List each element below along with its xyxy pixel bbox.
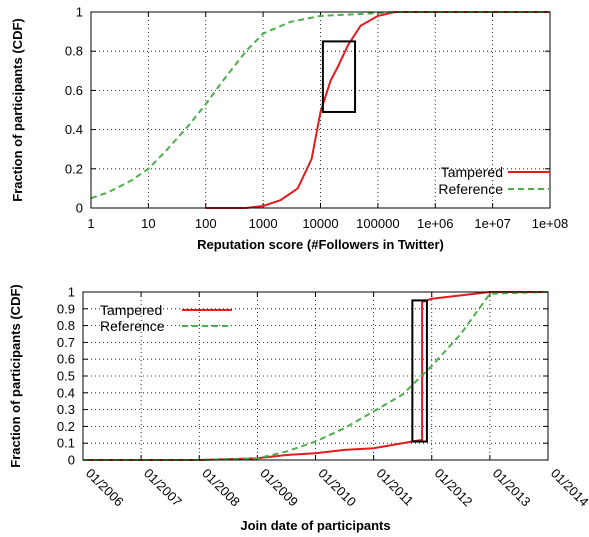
y-tick-label: 0.2 <box>65 161 83 176</box>
y-tick-label: 0.8 <box>65 44 83 59</box>
y-tick-label: 0.2 <box>57 419 75 434</box>
y-tick-label: 0.7 <box>57 335 75 350</box>
x-tick-label: 10 <box>141 216 155 231</box>
highlight-box <box>321 40 357 113</box>
y-tick-label: 0.8 <box>57 318 75 333</box>
series-line-reference <box>83 291 549 461</box>
y-axis-label: Fraction of participants (CDF) <box>10 18 25 201</box>
x-tick-label: 100 <box>195 216 217 231</box>
x-axis-label: Join date of participants <box>240 518 390 533</box>
x-tick-label: 01/2008 <box>199 466 243 510</box>
x-tick-label: 10000 <box>302 216 338 231</box>
y-tick-label: 0.1 <box>57 436 75 451</box>
y-tick-label: 1 <box>76 5 83 20</box>
y-axis-label: Fraction of participants (CDF) <box>8 284 23 467</box>
legend-label-reference: Reference <box>100 318 165 334</box>
x-tick-label: 01/2009 <box>257 466 301 510</box>
x-tick-label: 01/2010 <box>315 466 359 510</box>
x-tick-label: 1000 <box>249 216 278 231</box>
y-tick-label: 0.6 <box>65 83 83 98</box>
y-tick-label: 0.5 <box>57 369 75 384</box>
y-tick-label: 0 <box>76 201 83 216</box>
join-date-cdf-chart: 01/2006 01/2007 01/2008 01/2009 01/2010 01/20… <box>8 284 589 533</box>
x-tick-label: 01/2007 <box>141 466 185 510</box>
y-tick-label: 0.3 <box>57 402 75 417</box>
plot-frame <box>82 291 549 461</box>
y-tick-label: 0.6 <box>57 352 75 367</box>
y-tick-label: 0 <box>68 453 75 468</box>
legend-label-tampered: Tampered <box>100 302 162 318</box>
legend-label-tampered: Tampered <box>441 164 503 180</box>
y-tick-label: 0.4 <box>57 385 75 400</box>
x-tick-label: 01/2013 <box>490 466 534 510</box>
highlight-box <box>411 299 428 443</box>
y-tick-label: 0.9 <box>57 301 75 316</box>
x-tick-label: 1e+06 <box>417 216 454 231</box>
x-tick-label: 100000 <box>356 216 399 231</box>
series-line-reference <box>90 11 550 200</box>
x-tick-label: 01/2006 <box>83 466 127 510</box>
y-tick-label: 0.4 <box>65 122 83 137</box>
x-tick-label: 1e+07 <box>474 216 511 231</box>
reputation-cdf-chart: 1 10 100 1000 10000 100000 1e+06 1e+07 1e+08 0 0.2… <box>10 5 568 253</box>
x-tick-label: 01/2011 <box>374 466 417 509</box>
plot-frame <box>90 11 551 209</box>
legend-label-reference: Reference <box>438 181 503 197</box>
x-tick-label: 1 <box>87 216 94 231</box>
x-tick-label: 01/2014 <box>548 466 589 510</box>
y-tick-label: 1 <box>68 285 75 300</box>
series-line-tampered <box>83 291 548 461</box>
x-tick-label: 1e+08 <box>532 216 569 231</box>
x-axis-label: Reputation score (#Followers in Twitter) <box>197 237 444 252</box>
x-tick-label: 01/2012 <box>432 466 476 510</box>
